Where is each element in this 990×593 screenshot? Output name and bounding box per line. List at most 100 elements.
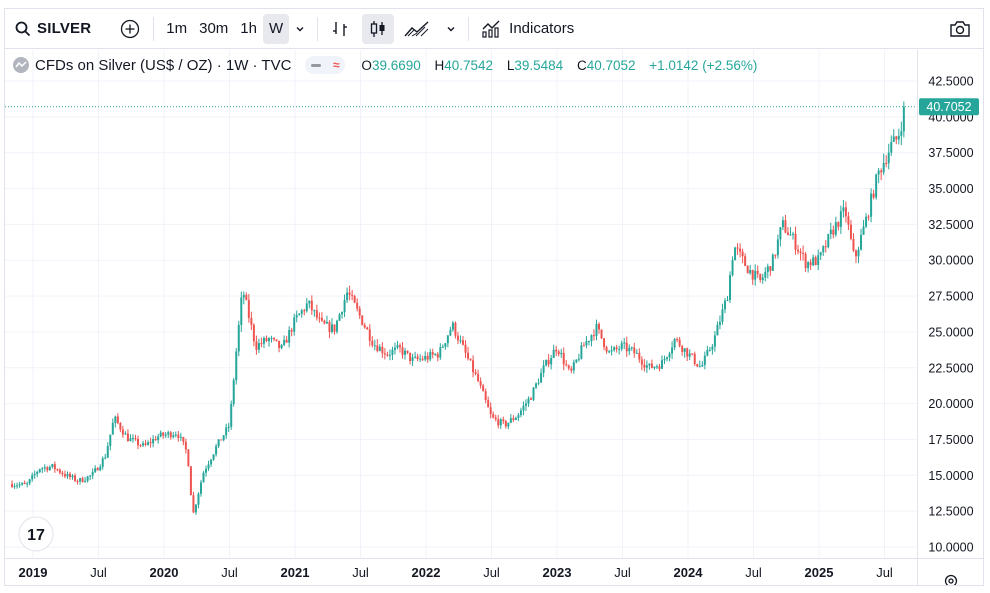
interval-1m[interactable]: 1m [166,20,188,37]
candle [734,246,737,261]
candle [693,351,696,366]
candle [877,167,880,184]
time-tick-label: 2025 [805,565,834,580]
candle [363,322,366,329]
candle [812,254,815,267]
price-axis[interactable]: 42.500040.000037.500035.000032.500030.00… [928,75,973,555]
candles-chart-type-button[interactable] [362,13,395,44]
price-chart[interactable]: 42.500040.000037.500035.000032.500030.00… [5,50,983,585]
price-tick-label: 27.5000 [928,290,973,304]
candle [842,200,845,218]
candle [310,295,313,315]
candle [361,315,364,326]
candle [152,435,155,448]
bar-chart-type-button[interactable] [324,14,356,44]
compare-symbol-button[interactable] [115,14,145,44]
settings-button[interactable] [944,574,958,586]
candle [708,346,711,352]
candle [11,480,14,488]
candle [441,344,444,348]
toolbar-separator [153,16,155,41]
candle [547,354,550,368]
candle [174,431,177,438]
wave-icon: ≈ [332,58,340,72]
candle [338,312,341,322]
candle [38,468,41,474]
candle [268,336,271,347]
candle [245,292,248,301]
candle [137,435,140,450]
chart-type-dropdown-button[interactable] [440,14,462,44]
candle [41,467,44,473]
candle [865,213,868,229]
candle [867,214,870,221]
candle [424,351,427,362]
candle [668,351,671,362]
candle [552,344,555,359]
candle [456,331,459,345]
candle [142,440,145,447]
candle [555,345,558,357]
candle [666,356,669,362]
candle [653,366,656,370]
candle [91,468,94,479]
candle [260,337,263,348]
candle [489,402,492,419]
candle [162,431,165,439]
candle [726,296,729,302]
candle [623,337,626,349]
candle [212,454,215,461]
candle [36,470,39,478]
candle [419,354,422,363]
candle [378,344,381,352]
candle [439,343,442,360]
candle [391,346,394,361]
time-tick-label: Jul [221,565,238,580]
tradingview-logo[interactable]: 17 [18,516,54,552]
line-chart-type-button[interactable] [400,14,434,44]
candle [308,300,311,309]
indicators-button[interactable]: Indicators [475,14,580,44]
candle [285,335,288,343]
candles [11,101,905,515]
candle [814,255,817,266]
candle [467,346,470,361]
camera-icon [950,20,970,37]
tradingview-logo-mark: 17 [27,527,45,544]
candle [809,259,812,270]
candle [582,342,585,347]
candle [592,329,595,341]
candle [847,211,850,231]
candle [303,308,306,316]
candle [880,168,883,181]
price-tick-label: 17.5000 [928,433,973,447]
interval-1h[interactable]: 1h [240,20,257,37]
legend-toggle-pill[interactable]: ≈ [305,56,346,74]
candle [247,294,250,323]
candle [681,344,684,356]
candle [499,417,502,429]
candle [454,321,457,339]
candle [129,434,132,442]
price-tick-label: 37.5000 [928,146,973,160]
chevron-down-icon [296,26,304,31]
symbol-search-button[interactable]: SILVER [5,14,91,44]
interval-dropdown-button[interactable] [289,14,311,44]
candle [633,342,636,358]
candle [887,143,890,170]
candle [550,354,553,370]
interval-w[interactable]: W [262,13,290,44]
price-tick-label: 32.5000 [928,218,973,232]
symbol-description[interactable]: CFDs on Silver (US$ / OZ) · 1W · TVC [35,56,292,74]
interval-30m[interactable]: 30m [199,20,229,37]
candle [761,273,764,284]
candle [882,153,885,175]
candle [116,413,119,425]
candle [325,315,328,324]
time-axis[interactable]: 2019 Jul 2020 Jul 2021 Jul 2022 Jul 2023 Jul 2024 J… [19,565,893,580]
snapshot-button[interactable] [945,14,975,44]
candle [197,492,200,509]
candle [167,430,170,439]
candle [645,360,648,373]
price-tick-label: 20.0000 [928,397,973,411]
